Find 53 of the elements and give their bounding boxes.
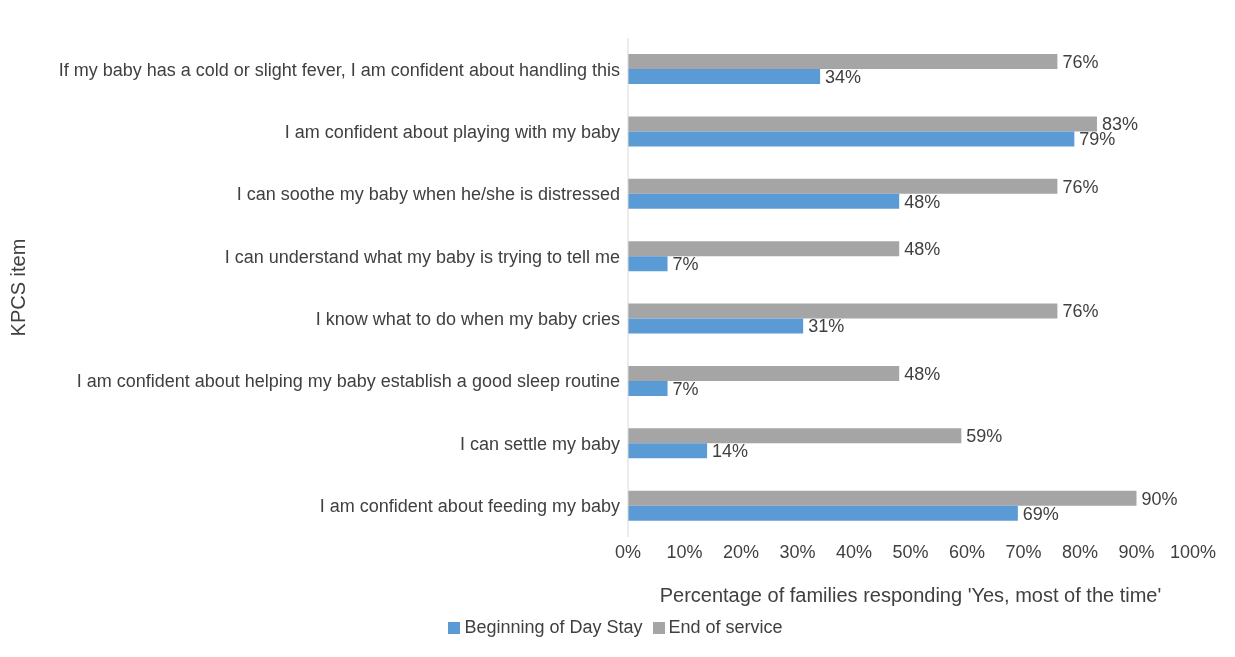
data-label: 7% <box>672 254 699 275</box>
data-label: 76% <box>1062 51 1099 72</box>
x-tick-label: 0% <box>614 541 642 562</box>
bar <box>628 318 804 334</box>
y-axis-title: KPCS item <box>7 238 30 337</box>
bar <box>628 54 1058 69</box>
legend-label: Beginning of Day Stay <box>464 617 643 637</box>
bar <box>628 178 1058 194</box>
x-tick-label: 50% <box>892 541 929 562</box>
bar <box>628 443 708 459</box>
data-label: 14% <box>712 441 749 462</box>
data-label: 48% <box>904 191 941 212</box>
bar <box>628 116 1097 132</box>
y-tick-label: I am confident about playing with my baby <box>284 121 620 142</box>
x-tick-label: 30% <box>779 541 816 562</box>
x-tick-label: 100% <box>1169 541 1217 562</box>
data-label: 48% <box>904 363 941 384</box>
x-tick-label: 10% <box>666 541 703 562</box>
y-tick-label: I am confident about feeding my baby <box>319 496 620 517</box>
bar <box>628 505 1018 521</box>
x-tick-label: 40% <box>835 541 873 562</box>
data-label: 76% <box>1062 176 1099 197</box>
data-label: 76% <box>1062 301 1099 322</box>
bar <box>628 428 962 444</box>
y-tick-label: I can soothe my baby when he/she is distressed <box>236 184 620 205</box>
data-label: 90% <box>1141 488 1178 509</box>
y-tick-label: I am confident about helping my baby establish a good sleep routine <box>76 371 620 392</box>
bar <box>628 193 900 209</box>
data-label: 59% <box>966 426 1003 447</box>
data-label: 7% <box>672 378 699 399</box>
data-label: 34% <box>825 66 862 87</box>
x-tick-label: 80% <box>1061 541 1099 562</box>
bar <box>628 490 1137 506</box>
bar <box>628 380 668 396</box>
bar <box>628 69 821 84</box>
x-tick-label: 70% <box>1005 541 1042 562</box>
x-tick-label: 90% <box>1118 541 1155 562</box>
bar <box>628 365 900 381</box>
bar <box>628 303 1058 319</box>
bar <box>628 256 668 272</box>
x-axis-title: Percentage of families responding 'Yes, most of the time' <box>659 584 1162 606</box>
data-label: 31% <box>808 316 845 337</box>
y-tick-label: I can understand what my baby is trying to tell me <box>224 246 620 267</box>
y-tick-label: I know what to do when my baby cries <box>315 309 620 330</box>
bar <box>628 131 1075 147</box>
legend-label: End of service <box>668 617 783 637</box>
data-label: 69% <box>1022 503 1059 524</box>
x-tick-label: 60% <box>948 541 986 562</box>
y-tick-label: If my baby has a cold or slight fever, I am confident about handling this <box>58 59 620 80</box>
data-label: 48% <box>904 239 941 260</box>
bar <box>628 241 900 257</box>
x-tick-label: 20% <box>722 541 760 562</box>
y-tick-label: I can settle my baby <box>459 433 620 454</box>
